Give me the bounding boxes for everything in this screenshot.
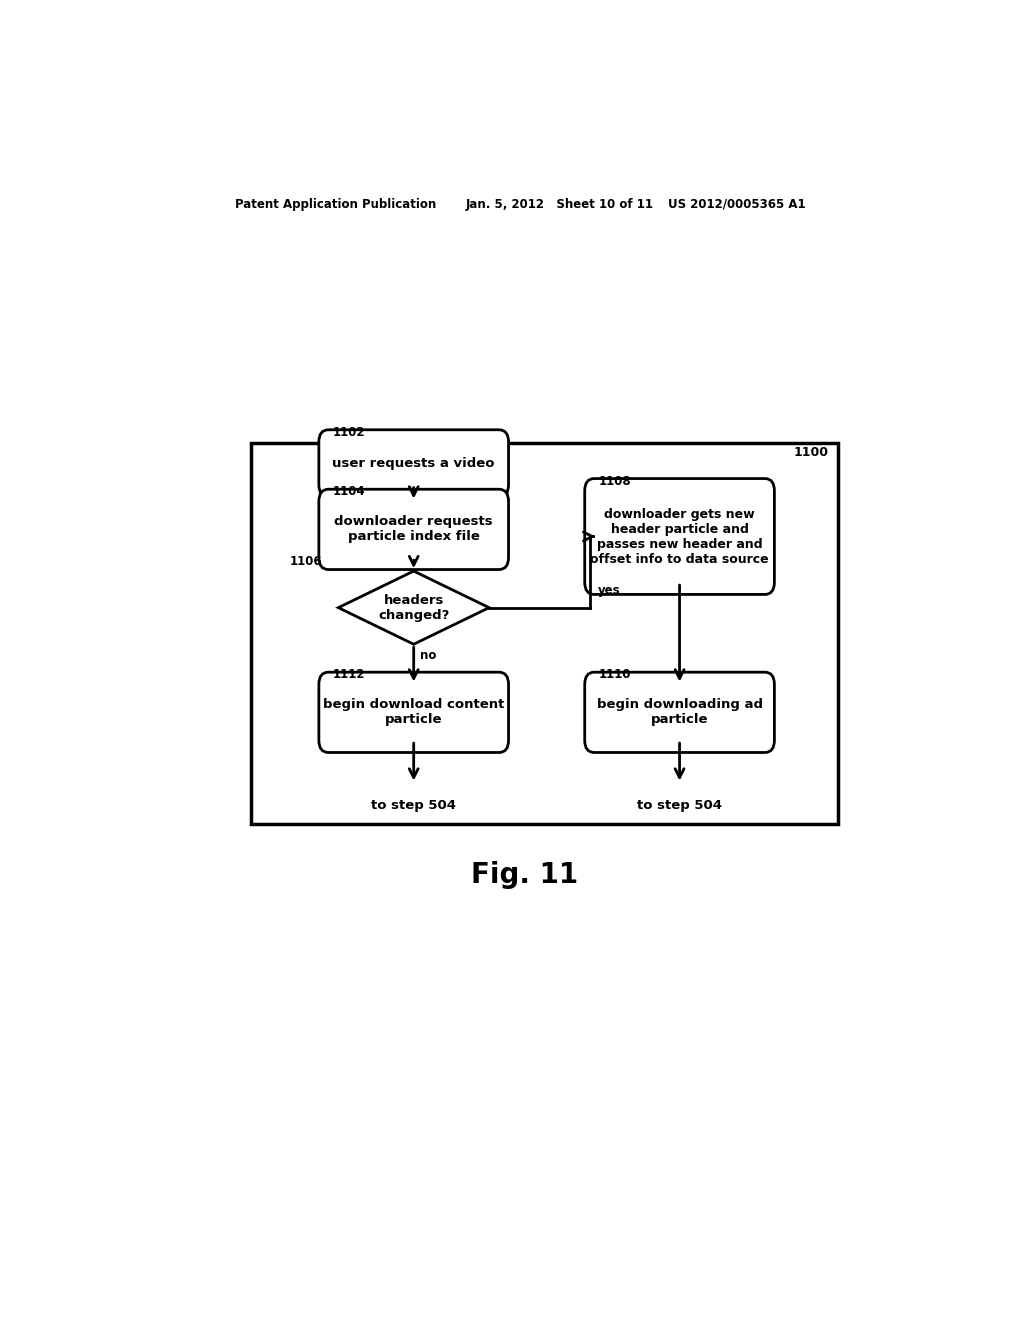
Text: begin downloading ad
particle: begin downloading ad particle bbox=[597, 698, 763, 726]
Text: begin download content
particle: begin download content particle bbox=[323, 698, 505, 726]
Text: 1106: 1106 bbox=[290, 554, 323, 568]
Text: 1110: 1110 bbox=[598, 668, 631, 681]
FancyBboxPatch shape bbox=[585, 672, 774, 752]
FancyBboxPatch shape bbox=[251, 444, 839, 824]
Text: 1112: 1112 bbox=[333, 668, 365, 681]
Text: US 2012/0005365 A1: US 2012/0005365 A1 bbox=[668, 198, 805, 211]
Text: user requests a video: user requests a video bbox=[333, 457, 495, 470]
Text: no: no bbox=[420, 649, 436, 663]
Text: downloader requests
particle index file: downloader requests particle index file bbox=[335, 515, 493, 544]
Text: Patent Application Publication: Patent Application Publication bbox=[236, 198, 436, 211]
Polygon shape bbox=[338, 572, 489, 644]
Text: downloader gets new
header particle and
passes new header and
offset info to dat: downloader gets new header particle and … bbox=[590, 507, 769, 565]
Text: 1102: 1102 bbox=[333, 426, 365, 440]
Text: Jan. 5, 2012   Sheet 10 of 11: Jan. 5, 2012 Sheet 10 of 11 bbox=[465, 198, 653, 211]
Text: Fig. 11: Fig. 11 bbox=[471, 861, 579, 888]
Text: 1100: 1100 bbox=[794, 446, 828, 459]
FancyBboxPatch shape bbox=[585, 479, 774, 594]
FancyBboxPatch shape bbox=[318, 672, 509, 752]
FancyBboxPatch shape bbox=[318, 430, 509, 496]
Text: yes: yes bbox=[598, 585, 621, 598]
Text: 1104: 1104 bbox=[333, 486, 365, 499]
FancyBboxPatch shape bbox=[318, 490, 509, 569]
Text: to step 504: to step 504 bbox=[637, 799, 722, 812]
Text: to step 504: to step 504 bbox=[371, 799, 457, 812]
Text: headers
changed?: headers changed? bbox=[378, 594, 450, 622]
Text: 1108: 1108 bbox=[598, 475, 631, 487]
